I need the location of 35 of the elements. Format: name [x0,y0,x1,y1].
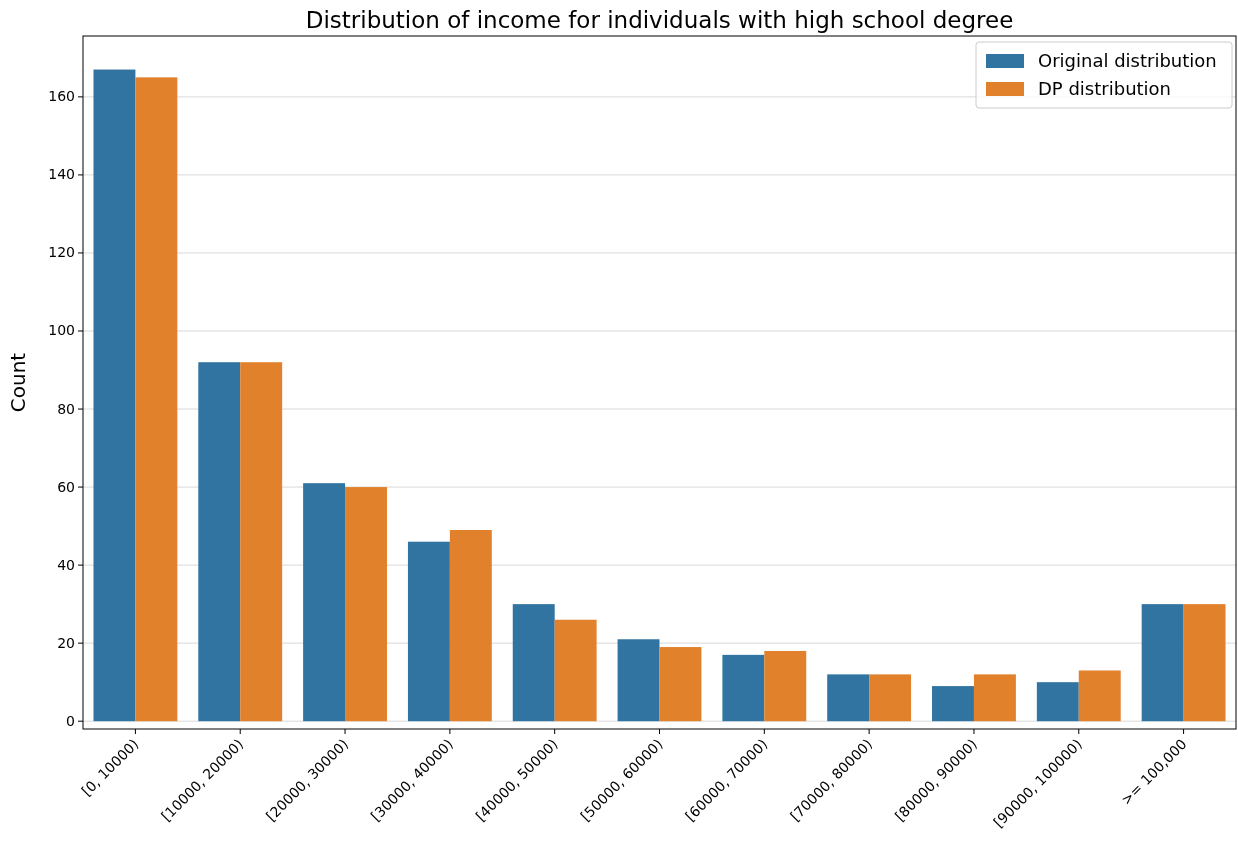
bar [554,619,597,722]
bar [345,487,387,722]
y-tick-label: 160 [48,88,75,105]
bar [617,639,660,722]
bar [973,674,1016,722]
bar [303,483,346,722]
y-tick-label: 120 [48,244,75,261]
y-tick-label: 20 [57,634,75,651]
bar [1141,604,1184,722]
bar [449,530,492,722]
bar [135,77,178,722]
bar [722,654,765,722]
bar [1036,682,1079,722]
y-tick-label: 80 [57,400,75,417]
bar [1078,670,1121,722]
y-tick-label: 0 [66,712,75,729]
bar [512,604,555,722]
legend-label: Original distribution [1038,50,1217,72]
bar [407,541,450,722]
bar [659,647,702,722]
y-tick-label: 140 [48,166,75,183]
bar [1183,604,1226,722]
y-tick-label: 60 [57,478,75,495]
y-axis-title: Count [6,352,30,413]
bar [93,69,136,722]
y-tick-label: 40 [57,556,75,573]
chart-title: Distribution of income for individuals with high school degree [305,7,1014,33]
bar [932,686,974,722]
bar [827,674,870,722]
bar [764,650,807,722]
bar [869,674,912,722]
bar [198,362,241,722]
legend-label: DP distribution [1038,78,1172,100]
y-tick-label: 100 [48,322,75,339]
bar [240,362,283,722]
